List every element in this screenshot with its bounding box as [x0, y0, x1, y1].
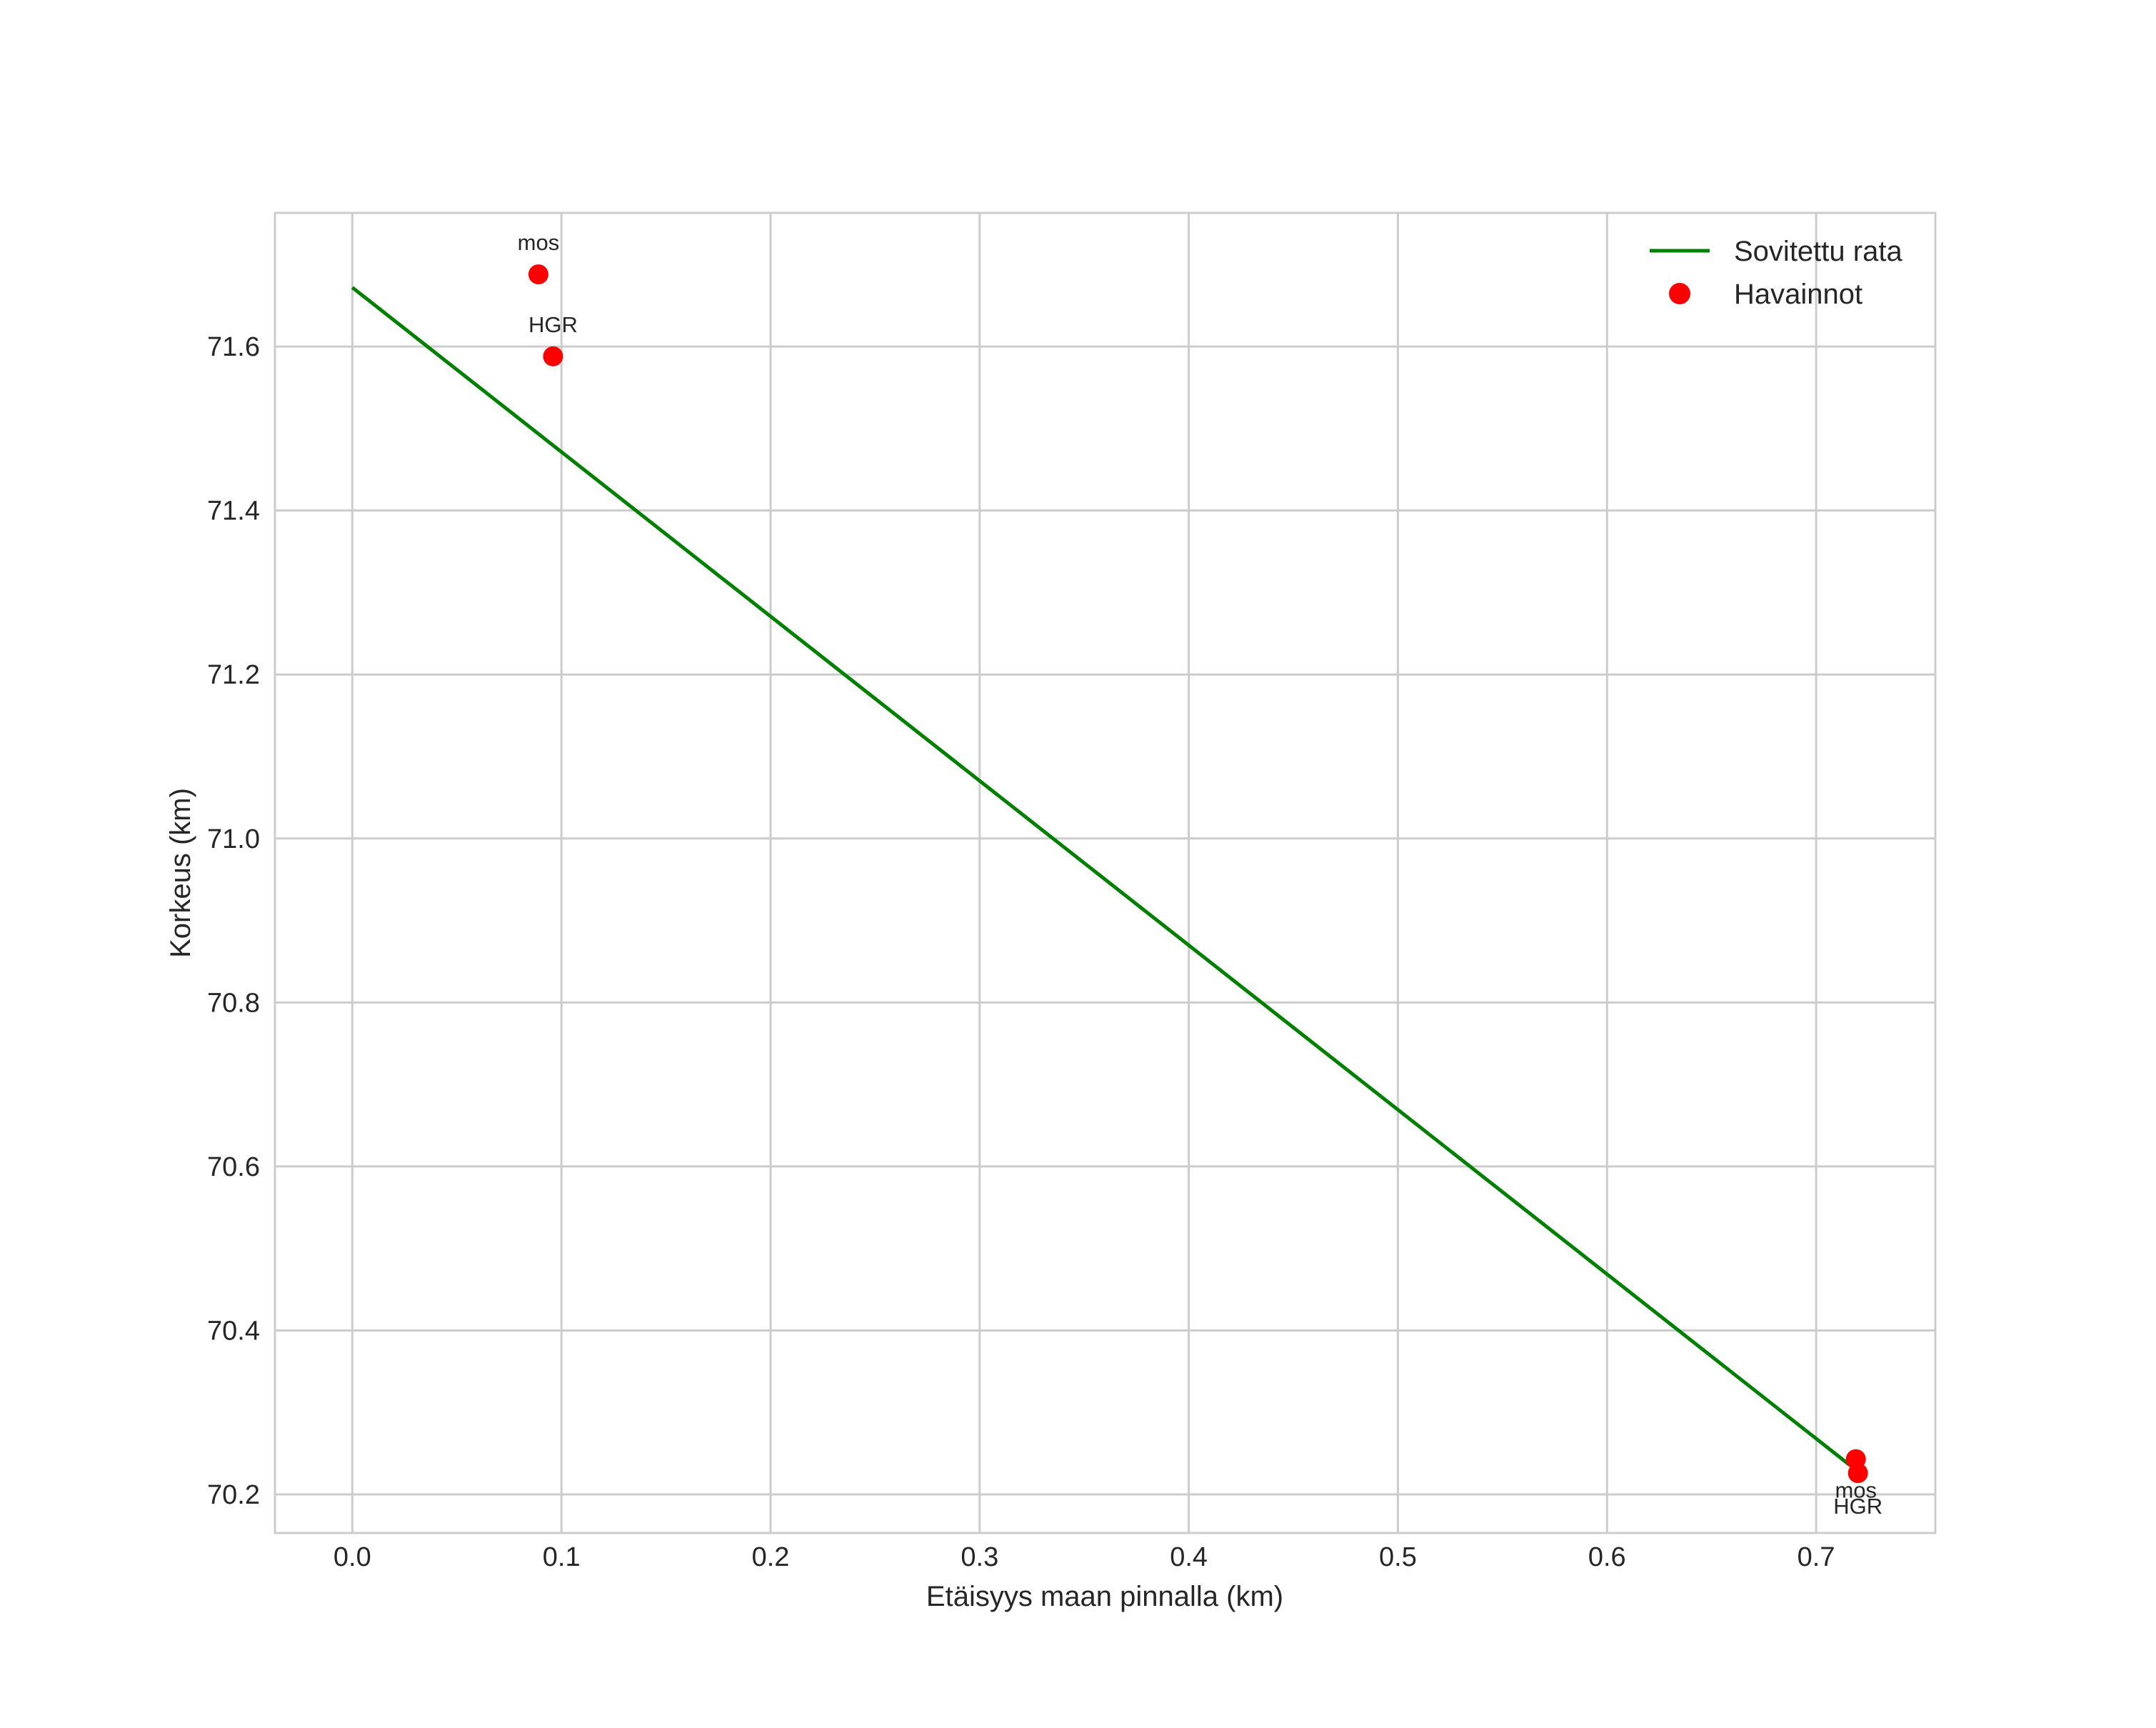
y-tick-label: 71.0 — [207, 824, 260, 854]
x-tick-label: 0.3 — [961, 1542, 998, 1572]
legend-label-fitted-track: Sovitettu rata — [1734, 236, 1902, 267]
observation-marker — [1847, 1463, 1868, 1484]
x-tick-labels: 0.0 0.1 0.2 0.3 0.4 0.5 0.6 0.7 — [334, 1542, 1835, 1572]
x-tick-label: 0.7 — [1797, 1542, 1835, 1572]
x-tick-label: 0.5 — [1379, 1542, 1417, 1572]
y-axis-label: Korkeus (km) — [165, 788, 196, 958]
legend-marker-icon — [1669, 283, 1690, 304]
y-tick-label: 70.4 — [207, 1316, 260, 1346]
x-tick-label: 0.1 — [543, 1542, 581, 1572]
observation-marker — [528, 264, 548, 285]
observation-marker — [543, 346, 563, 366]
observation-label: mos — [518, 230, 560, 255]
legend: Sovitettu rata Havainnot — [1650, 236, 1902, 310]
y-tick-label: 70.8 — [207, 988, 260, 1018]
y-tick-label: 71.2 — [207, 660, 260, 690]
observation-label: HGR — [1833, 1494, 1882, 1519]
x-tick-label: 0.6 — [1588, 1542, 1626, 1572]
observation-label: HGR — [528, 312, 578, 337]
x-tick-label: 0.4 — [1170, 1542, 1208, 1572]
legend-label-observations: Havainnot — [1734, 279, 1862, 310]
x-axis-label: Etäisyys maan pinnalla (km) — [926, 1581, 1283, 1612]
axes-frame — [274, 211, 1937, 1534]
y-tick-label: 70.6 — [207, 1152, 260, 1182]
y-tick-labels: 70.2 70.4 70.6 70.8 71.0 71.2 71.4 71.6 — [207, 332, 260, 1510]
grid — [275, 213, 1935, 1533]
y-tick-label: 71.6 — [207, 332, 260, 362]
y-tick-label: 70.2 — [207, 1480, 260, 1510]
fitted-track-line — [351, 286, 1851, 1467]
y-tick-label: 71.4 — [207, 496, 260, 526]
x-tick-label: 0.2 — [752, 1542, 790, 1572]
x-tick-label: 0.0 — [334, 1542, 371, 1572]
